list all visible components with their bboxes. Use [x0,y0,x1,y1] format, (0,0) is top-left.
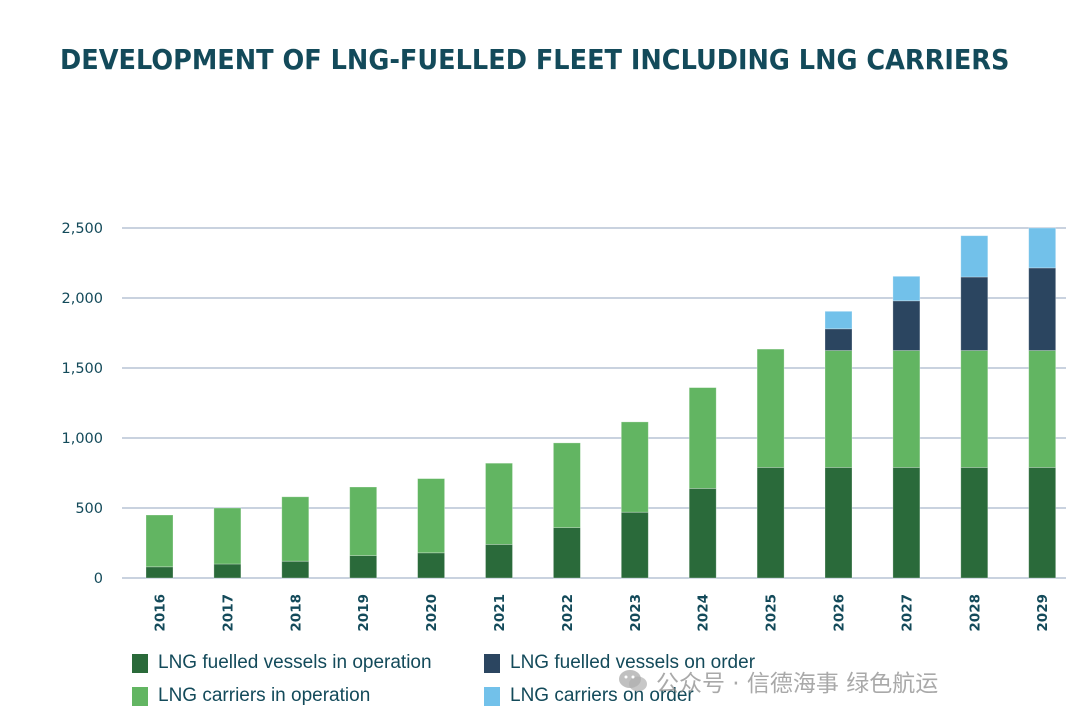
bar-segment [824,310,853,330]
legend-label: LNG carriers in operation [158,685,371,706]
bar-segment [824,328,853,351]
x-tick-label: 2016 [153,594,169,632]
legend-swatch [484,653,500,673]
bar-segment [688,387,717,489]
x-tick-label: 2021 [492,594,508,632]
legend-item-carriers-order: LNG carriers on order [484,685,694,707]
bar-segment [281,560,310,579]
legend-swatch [132,686,148,706]
bar-segment [349,555,378,579]
x-tick-label: 2019 [356,594,372,632]
bars [145,227,1057,579]
x-tick-label: 2026 [832,594,848,632]
bar-segment [892,350,921,468]
bar-segment [553,527,581,579]
y-axis-ticks: 0 500 1,000 1,500 2,000 2,500 [61,221,103,587]
bar-segment [1028,350,1057,468]
bar-segment [960,466,989,579]
y-tick-label: 2,500 [61,221,103,237]
bar-segment [824,466,853,579]
x-tick-label: 2027 [899,594,915,632]
y-tick-label: 1,500 [61,361,103,377]
bar-segment [417,552,446,579]
bar-segment [417,478,446,554]
x-tick-label: 2024 [696,594,712,632]
bar-segment [145,514,174,568]
x-tick-label: 2023 [628,594,644,632]
bar-segment [620,421,649,513]
bar-segment [756,466,785,579]
bar-segment [892,300,921,351]
gridlines [122,227,1066,579]
bar-segment [960,350,989,468]
legend-item-carriers-operation: LNG carriers in operation [132,685,370,707]
bar-segment [213,563,242,579]
bar-segment [960,235,989,278]
chart-title: DEVELOPMENT OF LNG-FUELLED FLEET INCLUDI… [60,44,1010,76]
y-tick-label: 1,000 [61,431,103,447]
bar-segment [485,462,513,545]
legend-item-fuelled-operation: LNG fuelled vessels in operation [132,652,432,674]
bar-segment [145,566,174,579]
x-tick-label: 2017 [220,594,236,632]
x-tick-label: 2029 [1035,594,1051,632]
legend-label: LNG fuelled vessels in operation [158,652,432,673]
bar-segment [688,487,717,579]
y-tick-label: 500 [75,501,103,517]
bar-segment [620,511,649,579]
bar-segment [281,496,310,562]
legend-swatch [132,653,148,673]
bar-segment [824,350,853,468]
watermark-text: 公众号 · 信德海事 绿色航运 [656,671,939,697]
x-tick-label: 2028 [967,594,983,632]
bar-segment [553,442,581,528]
y-tick-label: 0 [94,571,103,587]
legend-swatch [484,686,500,706]
bar-segment [892,275,921,302]
legend-label: LNG carriers on order [510,685,694,706]
bar-segment [485,544,513,579]
x-tick-label: 2020 [424,594,440,632]
bar-segment [1028,267,1057,351]
bar-segment [213,507,242,565]
x-tick-label: 2025 [764,594,780,632]
wechat-icon [619,670,647,692]
bar-segment [1028,466,1057,579]
bar-segment [349,486,378,556]
x-tick-label: 2018 [288,594,304,632]
watermark: 公众号 · 信德海事 绿色航运 [618,664,938,698]
y-tick-label: 2,000 [61,291,103,307]
x-tick-label: 2022 [560,594,576,632]
bar-segment [756,348,785,468]
bar-segment [960,276,989,351]
legend-label: LNG fuelled vessels on order [510,652,756,673]
legend-item-fuelled-order: LNG fuelled vessels on order [484,652,755,674]
x-axis-ticks: 2016 2017 2018 2019 2020 2021 2022 2023 2024 2025… [153,594,1052,632]
bar-segment [1028,227,1057,269]
bar-segment [892,466,921,579]
